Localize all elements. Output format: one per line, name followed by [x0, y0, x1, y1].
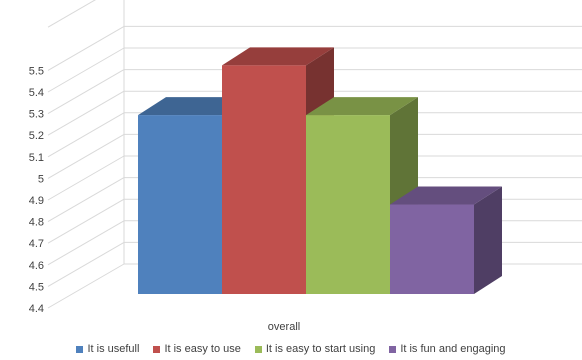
- legend-label: It is usefull: [87, 343, 140, 355]
- legend-label: It is fun and engaging: [400, 343, 506, 355]
- gridline-side: [47, 241, 125, 287]
- legend-item: It is easy to start using: [254, 340, 376, 358]
- legend-label: It is easy to start using: [265, 343, 376, 355]
- bar-top-face: [306, 97, 418, 116]
- y-tick-label: 5.2: [29, 130, 44, 142]
- y-tick-label: 5.3: [29, 109, 44, 121]
- legend-swatch: [153, 345, 161, 353]
- y-tick-label: 5.5: [29, 65, 44, 77]
- gridline-side: [47, 263, 125, 309]
- legend-swatch: [389, 345, 397, 353]
- bar-top-face: [222, 47, 334, 66]
- bar-front-face: [222, 65, 306, 295]
- x-axis-category-labels: overall: [268, 321, 300, 333]
- gridline-side: [47, 177, 125, 223]
- y-tick-label: 4.9: [29, 195, 44, 207]
- y-tick-label: 4.8: [29, 217, 44, 229]
- bar-front-face: [138, 115, 222, 294]
- y-tick-label: 4.6: [29, 260, 44, 272]
- y-tick-label: 4.4: [29, 303, 44, 315]
- gridline-side: [47, 90, 125, 136]
- gridline-side: [47, 69, 125, 115]
- x-category-label: overall: [268, 321, 300, 333]
- bar-chart: 4.4 4.5 4.6 4.7 4.8 4.9 5 5.1 5.2 5.3 5.4 5.5 overa…: [29, 0, 582, 333]
- legend-swatch: [254, 345, 262, 353]
- legend: It is usefull It is easy to use It is easy…: [0, 340, 582, 358]
- legend-item: It is fun and engaging: [389, 340, 506, 358]
- legend-item: It is easy to use: [153, 340, 241, 358]
- bar-it-is-fun-and-engaging: [390, 186, 502, 294]
- gridline-side: [47, 198, 125, 244]
- gridline-side: [47, 0, 96, 28]
- bar-front-face: [390, 204, 474, 294]
- bar-front-face: [306, 115, 390, 294]
- legend-label: It is easy to use: [164, 343, 241, 355]
- gridline-side: [47, 47, 125, 93]
- bar-side-face: [474, 186, 502, 294]
- y-tick-label: 4.7: [29, 238, 44, 250]
- legend-swatch: [76, 345, 84, 353]
- gridline-side: [47, 220, 125, 266]
- legend-item: It is usefull: [76, 340, 139, 358]
- gridline-side: [47, 112, 125, 158]
- gridline-side: [47, 133, 125, 179]
- gridline-side: [47, 25, 125, 71]
- gridline-side: [47, 155, 125, 201]
- y-tick-label: 5.1: [29, 152, 44, 164]
- y-tick-label: 4.5: [29, 281, 44, 293]
- bars: [138, 47, 502, 295]
- bar-top-face: [390, 186, 502, 205]
- y-tick-label: 5.4: [29, 87, 44, 99]
- y-axis-tick-labels: 4.4 4.5 4.6 4.7 4.8 4.9 5 5.1 5.2 5.3 5.4 5.5: [29, 65, 44, 315]
- y-tick-label: 5: [38, 173, 44, 185]
